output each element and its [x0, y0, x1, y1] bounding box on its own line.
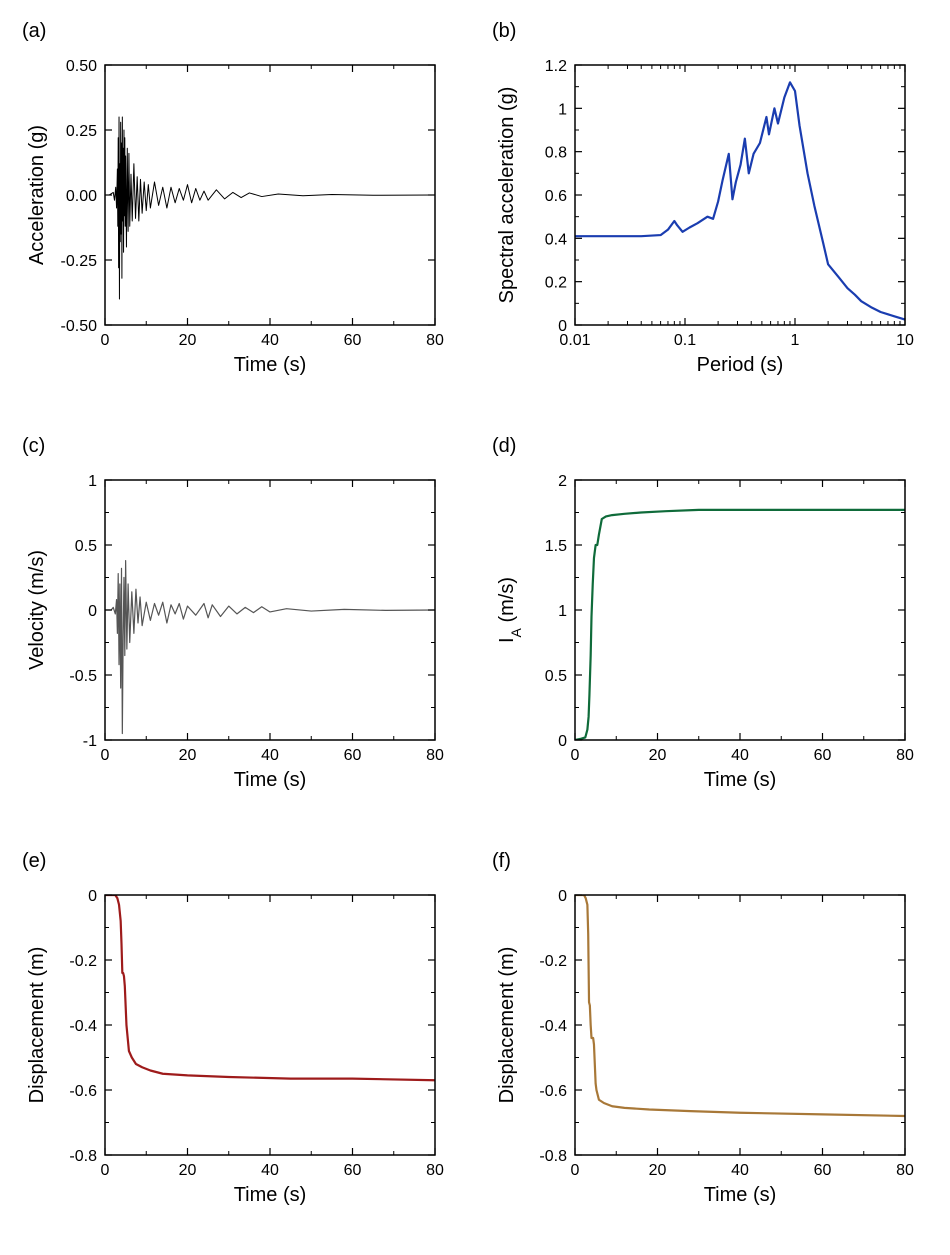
svg-text:Time (s): Time (s) [234, 769, 307, 791]
svg-text:20: 20 [179, 1162, 197, 1179]
svg-text:60: 60 [344, 332, 362, 349]
svg-text:Displacement (m): Displacement (m) [496, 947, 518, 1104]
svg-text:0.6: 0.6 [545, 188, 567, 205]
svg-text:Spectral acceleration (g): Spectral acceleration (g) [496, 87, 518, 304]
panel-d: (d) 0 20 40 60 80 0 0.5 1 1.5 2 Time (s) IA (m/s) [490, 435, 930, 820]
svg-text:-0.8: -0.8 [539, 1148, 567, 1165]
svg-text:0: 0 [88, 603, 97, 620]
svg-text:0.5: 0.5 [545, 668, 567, 685]
panel-b-svg: 0.010.111000.20.40.60.811.2Period (s)Spe… [490, 45, 930, 405]
svg-text:20: 20 [649, 747, 667, 764]
panel-d-label: (d) [492, 435, 930, 458]
panel-c-svg: 0 20 40 60 80 -1 -0.5 0 0.5 1 Time (s) Velocity (m/… [20, 460, 460, 820]
svg-text:80: 80 [426, 747, 444, 764]
svg-text:2: 2 [558, 473, 567, 490]
svg-text:-0.6: -0.6 [539, 1083, 567, 1100]
svg-text:1: 1 [88, 473, 97, 490]
svg-text:-0.25: -0.25 [61, 253, 98, 270]
svg-text:-0.2: -0.2 [539, 953, 567, 970]
svg-text:20: 20 [649, 1162, 667, 1179]
svg-text:-0.5: -0.5 [69, 668, 97, 685]
svg-text:1: 1 [558, 603, 567, 620]
svg-text:0: 0 [101, 747, 110, 764]
svg-text:Velocity (m/s): Velocity (m/s) [26, 550, 48, 670]
svg-text:0: 0 [571, 747, 580, 764]
svg-text:80: 80 [896, 1162, 914, 1179]
svg-text:0.25: 0.25 [66, 123, 97, 140]
svg-text:0: 0 [571, 1162, 580, 1179]
svg-text:40: 40 [731, 747, 749, 764]
svg-text:60: 60 [814, 747, 832, 764]
svg-text:0.5: 0.5 [75, 538, 97, 555]
figure-grid: (a) 020406080-0.50-0.250.000.250.50Time … [20, 20, 930, 1235]
svg-text:-0.8: -0.8 [69, 1148, 97, 1165]
svg-text:Time (s): Time (s) [704, 769, 777, 791]
svg-text:40: 40 [261, 1162, 279, 1179]
svg-text:0: 0 [558, 733, 567, 750]
svg-text:-0.6: -0.6 [69, 1083, 97, 1100]
svg-text:Time (s): Time (s) [234, 354, 307, 376]
svg-text:0: 0 [101, 1162, 110, 1179]
svg-text:0.4: 0.4 [545, 231, 567, 248]
svg-text:80: 80 [896, 747, 914, 764]
panel-f-svg: 0 20 40 60 80 -0.8 -0.6 -0.4 -0.2 0 Time (s) Displa… [490, 875, 930, 1235]
svg-text:Period (s): Period (s) [697, 354, 784, 376]
panel-a-svg: 0 20 40 60 80 -0.50 -0.25 0.00 0.25 0.50 Time (s) A… [20, 45, 460, 405]
panel-b: (b) 0.010.111000.20.40.60.811.2Period (s… [490, 20, 930, 405]
panel-f-label: (f) [492, 850, 930, 873]
svg-text:0.1: 0.1 [674, 332, 696, 349]
svg-text:0: 0 [558, 888, 567, 905]
svg-text:40: 40 [261, 332, 279, 349]
svg-text:0: 0 [101, 332, 110, 349]
svg-text:80: 80 [426, 1162, 444, 1179]
panel-b-label: (b) [492, 20, 930, 43]
panel-e: (e) 0 20 40 60 80 -0.8 -0.6 -0.4 -0.2 0 Time (s) Di… [20, 850, 460, 1235]
panel-d-svg: 0 20 40 60 80 0 0.5 1 1.5 2 Time (s) IA (m/s) [490, 460, 930, 820]
svg-text:0: 0 [88, 888, 97, 905]
svg-text:0: 0 [558, 318, 567, 335]
svg-text:1: 1 [791, 332, 800, 349]
panel-f: (f) 0 20 40 60 80 -0.8 -0.6 -0.4 -0.2 0 Time (s) Di… [490, 850, 930, 1235]
svg-text:60: 60 [344, 1162, 362, 1179]
svg-text:-0.2: -0.2 [69, 953, 97, 970]
panel-a: (a) 0 20 40 60 80 -0.50 -0.25 0.00 0.25 0.50 Time … [20, 20, 460, 405]
svg-text:-0.50: -0.50 [61, 318, 98, 335]
panel-e-label: (e) [22, 850, 460, 873]
panel-a-label: (a) [22, 20, 460, 43]
svg-text:20: 20 [179, 332, 197, 349]
svg-text:1.5: 1.5 [545, 538, 567, 555]
svg-text:40: 40 [731, 1162, 749, 1179]
svg-text:20: 20 [179, 747, 197, 764]
svg-text:0.00: 0.00 [66, 188, 97, 205]
svg-text:-1: -1 [83, 733, 97, 750]
svg-text:1: 1 [558, 101, 567, 118]
svg-text:80: 80 [426, 332, 444, 349]
svg-text:Acceleration (g): Acceleration (g) [26, 125, 48, 265]
panel-c-label: (c) [22, 435, 460, 458]
svg-text:IA (m/s): IA (m/s) [496, 577, 524, 643]
panel-c: (c) 0 20 40 60 80 -1 -0.5 0 0.5 1 Time (s) Velocity… [20, 435, 460, 820]
panel-e-svg: 0 20 40 60 80 -0.8 -0.6 -0.4 -0.2 0 Time (s) Displa… [20, 875, 460, 1235]
svg-text:Time (s): Time (s) [704, 1184, 777, 1206]
svg-text:-0.4: -0.4 [539, 1018, 567, 1035]
svg-text:60: 60 [344, 747, 362, 764]
svg-text:-0.4: -0.4 [69, 1018, 97, 1035]
svg-text:1.2: 1.2 [545, 58, 567, 75]
svg-text:10: 10 [896, 332, 914, 349]
svg-text:0.50: 0.50 [66, 58, 97, 75]
svg-text:60: 60 [814, 1162, 832, 1179]
svg-text:0.2: 0.2 [545, 275, 567, 292]
svg-text:Time (s): Time (s) [234, 1184, 307, 1206]
svg-text:0.8: 0.8 [545, 145, 567, 162]
svg-text:40: 40 [261, 747, 279, 764]
svg-text:Displacement (m): Displacement (m) [26, 947, 48, 1104]
